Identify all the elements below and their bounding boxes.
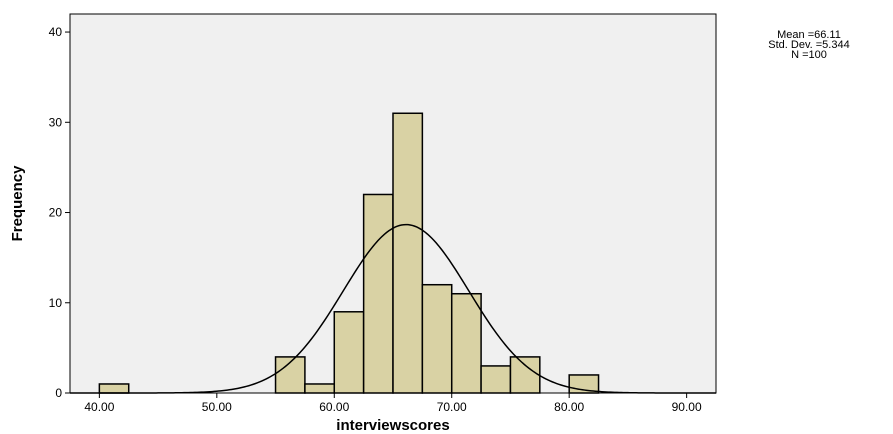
histogram-bar	[333, 311, 365, 394]
histogram-bar	[98, 383, 130, 394]
histogram-bar	[480, 365, 512, 394]
x-tick-label: 70.00	[437, 400, 467, 414]
histogram-bar	[304, 383, 336, 394]
stats-box: Mean =66.11 Std. Dev. =5.344 N =100	[748, 29, 870, 61]
histogram-bar	[509, 356, 541, 394]
y-tick-label: 40	[49, 25, 63, 39]
std-dev-stat: Std. Dev. =5.344	[768, 39, 850, 51]
x-tick-label: 40.00	[84, 400, 114, 414]
x-tick-label: 80.00	[554, 400, 584, 414]
y-axis-label: Frequency	[9, 165, 26, 242]
n-stat: N =100	[791, 49, 827, 61]
x-axis-label: interviewscores	[336, 417, 449, 434]
y-tick-label: 10	[49, 296, 63, 310]
x-tick-label: 60.00	[319, 400, 349, 414]
histogram-bar	[421, 283, 453, 394]
mean-stat: Mean =66.11	[777, 29, 841, 41]
y-tick-label: 0	[55, 386, 62, 400]
y-tick-label: 20	[49, 206, 63, 220]
axes-group	[69, 14, 716, 394]
ticks-group: 0 10 20 30 40 40.00 50.00 60.00 70.00 80.00 90.00	[49, 25, 702, 414]
bars-group	[98, 112, 600, 394]
histogram-bar	[392, 112, 424, 394]
histogram-bar	[450, 292, 482, 394]
y-tick-label: 30	[49, 115, 63, 129]
histogram-bar	[362, 193, 394, 394]
x-tick-label: 90.00	[672, 400, 702, 414]
x-tick-label: 50.00	[202, 400, 232, 414]
